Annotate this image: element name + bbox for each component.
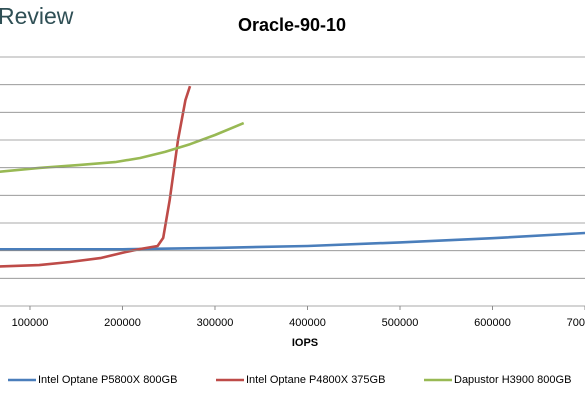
x-tick-label: 200000 — [104, 317, 141, 329]
chart-title: Oracle-90-10 — [238, 15, 346, 35]
x-tick-label: 700000 — [567, 317, 585, 329]
x-tick-label: 300000 — [197, 317, 234, 329]
series-line — [0, 121, 245, 173]
series-line — [0, 85, 192, 268]
x-tick-label: 600000 — [474, 317, 511, 329]
legend-label: Intel Optane P5800X 800GB — [38, 374, 177, 386]
x-tick-label: 100000 — [12, 317, 49, 329]
x-tick-label: 400000 — [289, 317, 326, 329]
legend-label: Intel Optane P4800X 375GB — [246, 374, 385, 386]
legend-label: Dapustor H3900 800GB — [454, 374, 571, 386]
series-line — [0, 231, 585, 251]
brand-watermark: Review — [0, 3, 74, 29]
plot-area — [0, 85, 585, 268]
x-axis-label: IOPS — [292, 337, 318, 349]
x-tick-label: 500000 — [382, 317, 419, 329]
